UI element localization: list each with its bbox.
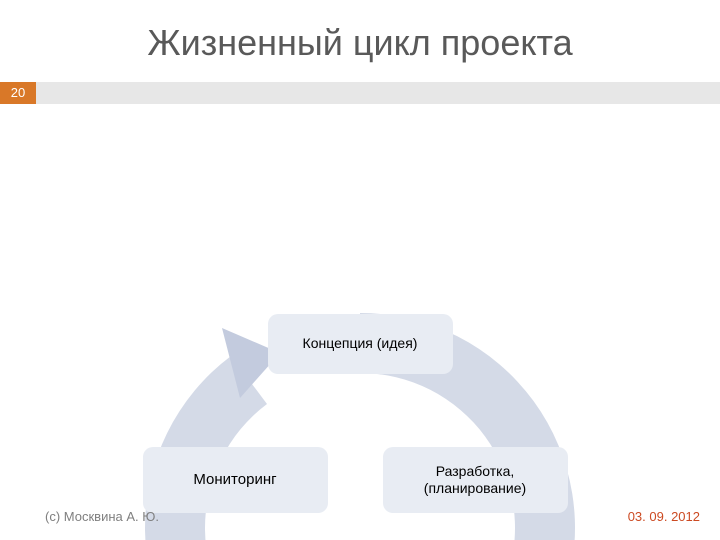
cycle-node-development: Разработка, (планирование) [383,447,568,513]
cycle-node-concept: Концепция (идея) [268,314,453,374]
node-label: Разработка, [436,463,515,481]
page-number-badge: 20 [0,82,36,104]
footer-author: (с) Москвина А. Ю. [45,509,159,524]
cycle-diagram: Концепция (идея) Разработка, (планирован… [95,308,625,540]
cycle-node-monitoring: Мониторинг [143,447,328,513]
node-label: Мониторинг [193,471,276,490]
footer-date: 03. 09. 2012 [628,509,700,524]
title-underline-bar [0,82,720,104]
node-label: Концепция (идея) [303,335,418,353]
page-title: Жизненный цикл проекта [0,22,720,64]
slide: Жизненный цикл проекта 20 Концепция (иде… [0,0,720,540]
node-label-2: (планирование) [424,480,526,498]
